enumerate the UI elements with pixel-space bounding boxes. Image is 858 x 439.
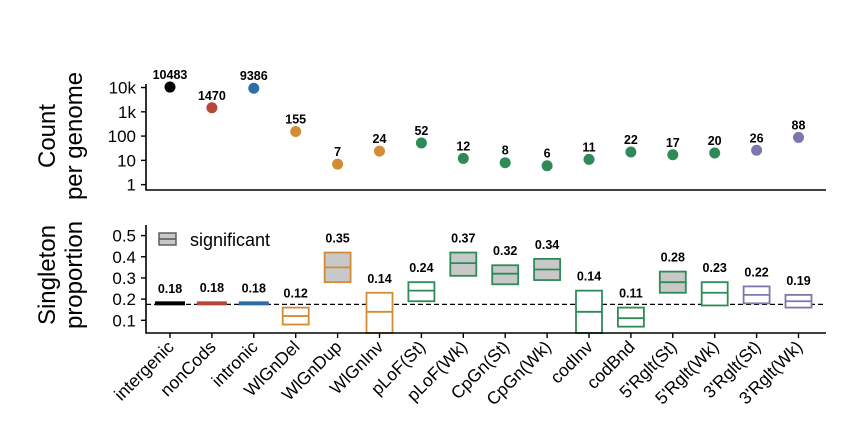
singleton-box — [238, 301, 269, 306]
count-value-label: 22 — [624, 133, 638, 147]
singleton-value-label: 0.18 — [200, 281, 224, 295]
count-point — [415, 137, 427, 149]
singleton-box — [196, 301, 227, 306]
count-point — [625, 146, 637, 158]
singleton-y-tick-label: 0.3 — [112, 269, 136, 288]
count-point — [751, 144, 763, 156]
singleton-y-tick-label: 0.1 — [112, 311, 136, 330]
count-y-tick-label: 1k — [118, 103, 136, 122]
count-value-label: 17 — [666, 136, 680, 150]
count-point — [541, 160, 553, 172]
count-axes — [145, 84, 826, 191]
count-point — [709, 147, 721, 159]
singleton-y-axis-label: Singleton proportion — [34, 221, 88, 329]
singleton-box — [617, 306, 645, 328]
singleton-axes — [145, 225, 826, 334]
singleton-value-label: 0.14 — [367, 272, 391, 286]
singleton-box — [449, 251, 478, 277]
count-points — [164, 81, 804, 172]
singleton-y-label-line-1: Singleton — [34, 225, 61, 325]
count-point — [290, 125, 302, 137]
count-y-tick-label: 1 — [127, 176, 136, 195]
count-value-label: 1470 — [198, 89, 226, 103]
count-value-label: 20 — [708, 134, 722, 148]
singleton-panel: Singleton proportion 0.5 0.4 0.3 0.2 0.1 0.1… — [34, 221, 826, 334]
count-point — [374, 145, 385, 157]
count-value-label: 8 — [502, 144, 509, 158]
singleton-value-label: 0.18 — [158, 282, 182, 296]
singleton-box — [491, 264, 520, 286]
legend-label: significant — [190, 230, 270, 250]
count-y-axis-label: Count per genome — [34, 72, 88, 200]
singleton-value-label: 0.37 — [451, 232, 475, 246]
count-value-label: 24 — [373, 132, 387, 146]
singleton-box — [365, 291, 394, 334]
singleton-value-label: 0.19 — [786, 274, 810, 288]
count-value-label: 155 — [285, 112, 306, 126]
singleton-value-label: 0.34 — [535, 238, 559, 252]
singleton-value-label: 0.12 — [284, 287, 308, 301]
count-value-label: 26 — [750, 131, 764, 145]
count-value-label: 6 — [544, 147, 551, 161]
x-category-labels: intergenicnonCodsintronicWlGnDelWlGnDupW… — [110, 333, 806, 409]
count-point — [667, 149, 679, 161]
count-y-ticks: 10k 1k 100 10 1 — [108, 79, 146, 195]
count-y-tick-label: 100 — [108, 127, 136, 146]
count-point — [248, 82, 260, 94]
singleton-y-ticks: 0.5 0.4 0.3 0.2 0.1 — [112, 227, 146, 330]
singleton-value-label: 0.22 — [744, 265, 768, 279]
singleton-value-label: 0.24 — [409, 261, 433, 275]
count-point — [164, 81, 176, 93]
count-value-label: 52 — [414, 124, 428, 138]
singleton-value-label: 0.18 — [242, 282, 266, 296]
count-value-labels: 10483 1470 9386 155 7 24 52 12 8 6 11 22 17 20 26 88 — [153, 68, 806, 161]
count-panel: Count per genome 10k 1k 100 10 1 10483 1470 93… — [34, 68, 826, 200]
count-point — [499, 157, 511, 169]
singleton-y-tick-label: 0.4 — [112, 248, 136, 267]
count-value-label: 7 — [334, 145, 341, 159]
count-point — [332, 158, 344, 170]
singleton-value-label: 0.11 — [619, 287, 643, 301]
count-y-tick-label: 10k — [109, 79, 137, 98]
count-point — [206, 102, 218, 114]
singleton-y-label-line-2: proportion — [61, 221, 88, 329]
count-point — [457, 152, 469, 164]
count-value-label: 11 — [582, 140, 595, 154]
count-value-label: 88 — [792, 118, 806, 132]
singleton-value-label: 0.14 — [577, 270, 601, 284]
count-value-label: 12 — [456, 139, 470, 153]
singleton-value-label: 0.32 — [493, 244, 517, 258]
singleton-value-labels: 0.18 0.18 0.18 0.12 0.35 0.14 0.24 0.37 0.32 0.34… — [158, 232, 811, 301]
count-y-tick-label: 10 — [117, 151, 136, 170]
singleton-box — [700, 281, 729, 307]
count-value-label: 10483 — [153, 68, 188, 82]
singleton-box — [155, 301, 185, 306]
count-value-label: 9386 — [240, 69, 268, 83]
singleton-value-label: 0.35 — [325, 232, 349, 246]
count-y-label-line-1: Count — [34, 104, 61, 168]
count-point — [583, 153, 595, 165]
singleton-boxes — [155, 251, 813, 334]
singleton-box — [407, 281, 436, 303]
count-y-label-line-2: per genome — [61, 72, 88, 200]
count-point — [793, 131, 804, 143]
singleton-value-label: 0.23 — [703, 261, 727, 275]
singleton-y-tick-label: 0.5 — [112, 227, 136, 246]
singleton-value-label: 0.28 — [661, 251, 685, 265]
legend: significant — [158, 230, 270, 250]
singleton-y-tick-label: 0.2 — [112, 290, 136, 309]
